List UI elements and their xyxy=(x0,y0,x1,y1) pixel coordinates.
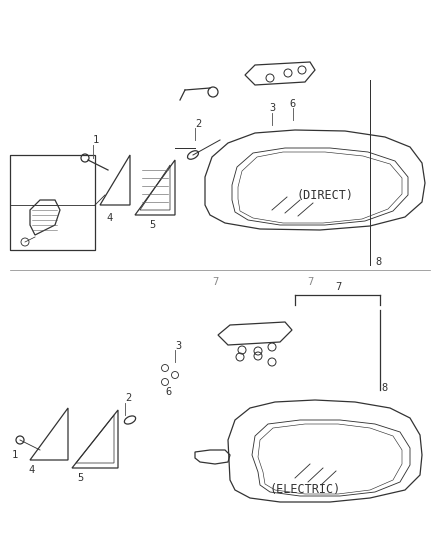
Text: 7: 7 xyxy=(307,277,313,287)
Text: (ELECTRIC): (ELECTRIC) xyxy=(269,483,341,497)
Text: 6: 6 xyxy=(290,99,296,109)
Text: 3: 3 xyxy=(269,103,275,113)
Text: 5: 5 xyxy=(77,473,83,483)
Text: 8: 8 xyxy=(382,383,388,393)
Text: 5: 5 xyxy=(149,220,155,230)
Text: 2: 2 xyxy=(125,393,131,403)
Text: (DIRECT): (DIRECT) xyxy=(297,189,353,201)
Text: 8: 8 xyxy=(375,257,381,267)
Text: 6: 6 xyxy=(165,387,171,397)
Text: 2: 2 xyxy=(195,119,201,129)
Bar xyxy=(10,155,95,250)
Text: 4: 4 xyxy=(107,213,113,223)
Text: 7: 7 xyxy=(212,277,218,287)
Text: 1: 1 xyxy=(93,135,99,145)
Text: 4: 4 xyxy=(29,465,35,475)
Text: 1: 1 xyxy=(12,450,18,460)
Text: 7: 7 xyxy=(335,282,341,292)
Text: 3: 3 xyxy=(175,341,181,351)
